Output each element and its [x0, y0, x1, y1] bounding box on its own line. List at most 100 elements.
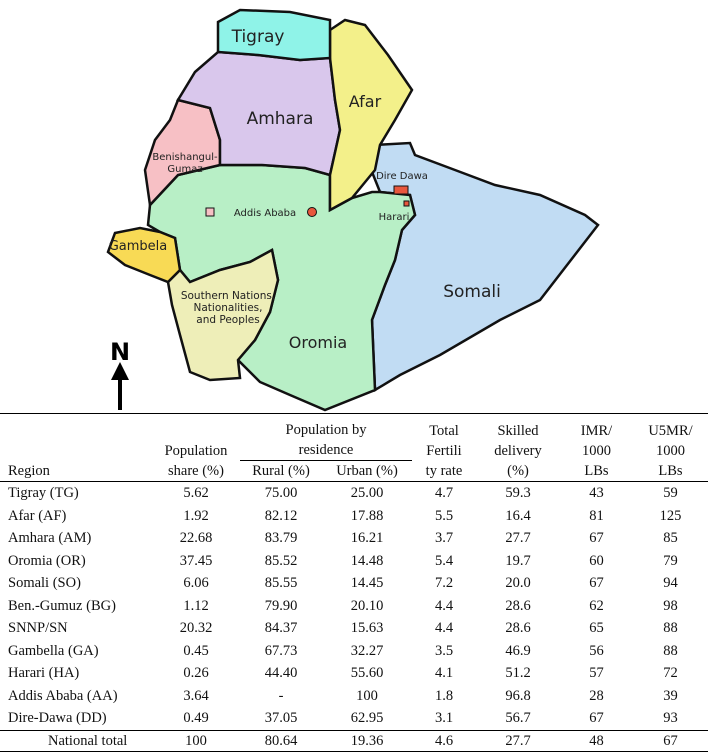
- cell-tfr: 3.7: [434, 530, 454, 547]
- cell-u5mr: 79: [663, 552, 678, 569]
- cell-region: Gambella (GA): [8, 642, 99, 659]
- cell-skilled-delivery: 28.6: [505, 620, 531, 637]
- cell-imr: 60: [589, 552, 604, 569]
- label-addis-ababa: Addis Ababa: [234, 208, 296, 219]
- label-snnp-3: and Peoples: [196, 314, 259, 326]
- ethiopia-region-map: Tigray Afar Amhara Benishangul- Gumaz Ga…: [106, 8, 600, 412]
- cell-u5mr: 67: [633, 729, 708, 752]
- cell-urban: 20.10: [350, 597, 384, 614]
- north-arrow-label: N: [110, 338, 130, 366]
- cell-u5mr: 125: [659, 507, 682, 524]
- cell-skilled-delivery: 28.6: [505, 597, 531, 614]
- cell-urban: 19.36: [322, 729, 412, 752]
- cell-imr: 28: [589, 687, 604, 704]
- table-row: Afar (AF) 1.92 82.12 17.88 5.5 16.4 81 125: [0, 505, 708, 528]
- cell-tfr: 5.4: [434, 552, 454, 569]
- cell-tfr: 3.5: [434, 642, 454, 659]
- header-imr: IMR/1000 LBs: [580, 423, 613, 479]
- dire-dawa-marker[interactable]: [393, 185, 409, 195]
- cell-region: Addis Ababa (AA): [8, 687, 118, 704]
- cell-region: SNNP/SN: [8, 620, 68, 637]
- table-row: Somali (SO) 6.06 85.55 14.45 7.2 20.0 67 94: [0, 572, 708, 595]
- table-row-national-total: National total 100 80.64 19.36 4.6 27.7 …: [0, 729, 708, 752]
- region-snnp[interactable]: [166, 248, 280, 382]
- cell-pop-share: 100: [152, 729, 240, 752]
- table-row: Ben.-Gumuz (BG) 1.12 79.90 20.10 4.4 28.6 62 98: [0, 595, 708, 618]
- addis-ababa-marker[interactable]: [307, 207, 317, 217]
- cell-region: Oromia (OR): [8, 552, 86, 569]
- region-afar[interactable]: [328, 18, 414, 213]
- cell-urban: 16.21: [350, 530, 384, 547]
- table-row: SNNP/SN 20.32 84.37 15.63 4.4 28.6 65 88: [0, 617, 708, 640]
- cell-tfr: 7.2: [434, 575, 454, 592]
- cell-skilled-delivery: 46.9: [505, 642, 531, 659]
- cell-pop-share: 6.06: [183, 575, 209, 592]
- cell-urban: 62.95: [350, 710, 384, 727]
- header-region: Region: [8, 463, 50, 479]
- cell-urban: 25.00: [350, 485, 384, 502]
- cell-skilled-delivery: 27.7: [476, 729, 560, 752]
- cell-region: Harari (HA): [8, 665, 80, 682]
- table-row: Addis Ababa (AA) 3.64 - 100 1.8 96.8 28 39: [0, 685, 708, 708]
- cell-rural: 82.12: [264, 507, 298, 524]
- header-urban: Urban (%): [336, 463, 398, 479]
- cell-imr: 56: [589, 642, 604, 659]
- region-gambela[interactable]: [106, 226, 182, 284]
- header-population-share: Population share (%): [164, 443, 228, 479]
- cell-pop-share: 1.92: [183, 507, 209, 524]
- cell-pop-share: 0.26: [183, 665, 209, 682]
- cell-u5mr: 93: [663, 710, 678, 727]
- table-row: Amhara (AM) 22.68 83.79 16.21 3.7 27.7 67 85: [0, 527, 708, 550]
- cell-tfr: 1.8: [434, 687, 454, 704]
- cell-u5mr: 88: [663, 620, 678, 637]
- cell-pop-share: 22.68: [179, 530, 213, 547]
- cell-skilled-delivery: 59.3: [505, 485, 531, 502]
- cell-rural: 67.73: [264, 642, 298, 659]
- cell-imr: 43: [589, 485, 604, 502]
- cell-urban: 100: [356, 687, 378, 704]
- harari-marker[interactable]: [403, 200, 410, 207]
- table-row: Oromia (OR) 37.45 85.52 14.48 5.4 19.7 60 79: [0, 550, 708, 573]
- cell-pop-share: 1.12: [183, 597, 209, 614]
- cell-urban: 32.27: [350, 642, 384, 659]
- cell-u5mr: 39: [663, 687, 678, 704]
- cell-rural: 80.64: [240, 729, 322, 752]
- table-row: Gambella (GA) 0.45 67.73 32.27 3.5 46.9 56 88: [0, 640, 708, 663]
- cell-pop-share: 37.45: [179, 552, 213, 569]
- cell-urban: 55.60: [350, 665, 384, 682]
- header-residence-line2: residence: [240, 440, 412, 461]
- table-row: Harari (HA) 0.26 44.40 55.60 4.1 51.2 57 72: [0, 662, 708, 685]
- label-gambela: Gambela: [109, 239, 168, 254]
- cell-skilled-delivery: 27.7: [505, 530, 531, 547]
- cell-skilled-delivery: 19.7: [505, 552, 531, 569]
- cell-pop-share: 3.64: [183, 687, 209, 704]
- cell-rural: 75.00: [264, 485, 298, 502]
- cell-urban: 17.88: [350, 507, 384, 524]
- cell-imr: 57: [589, 665, 604, 682]
- label-somali: Somali: [443, 282, 501, 302]
- cell-skilled-delivery: 16.4: [505, 507, 531, 524]
- cell-u5mr: 88: [663, 642, 678, 659]
- label-tigray: Tigray: [231, 27, 285, 47]
- small-enclave: [205, 207, 215, 217]
- cell-urban: 15.63: [350, 620, 384, 637]
- cell-skilled-delivery: 56.7: [505, 710, 531, 727]
- cell-region: Afar (AF): [8, 507, 67, 524]
- label-afar: Afar: [349, 92, 382, 111]
- cell-u5mr: 98: [663, 597, 678, 614]
- cell-tfr: 4.1: [434, 665, 454, 682]
- north-arrow-icon: [111, 362, 129, 410]
- cell-pop-share: 20.32: [179, 620, 213, 637]
- cell-pop-share: 0.49: [183, 710, 209, 727]
- label-dire-dawa: Dire Dawa: [376, 171, 428, 182]
- cell-tfr: 5.5: [434, 507, 454, 524]
- cell-imr: 48: [560, 729, 633, 752]
- cell-tfr: 4.4: [434, 620, 454, 637]
- region-tigray[interactable]: [216, 8, 332, 62]
- cell-region: Dire-Dawa (DD): [8, 710, 107, 727]
- label-snnp-2: Nationalities,: [194, 302, 263, 314]
- cell-rural: -: [278, 687, 284, 704]
- cell-region: Tigray (TG): [8, 485, 79, 502]
- region-indicator-table: Region Population share (%) Population by…: [0, 413, 708, 752]
- cell-imr: 67: [589, 575, 604, 592]
